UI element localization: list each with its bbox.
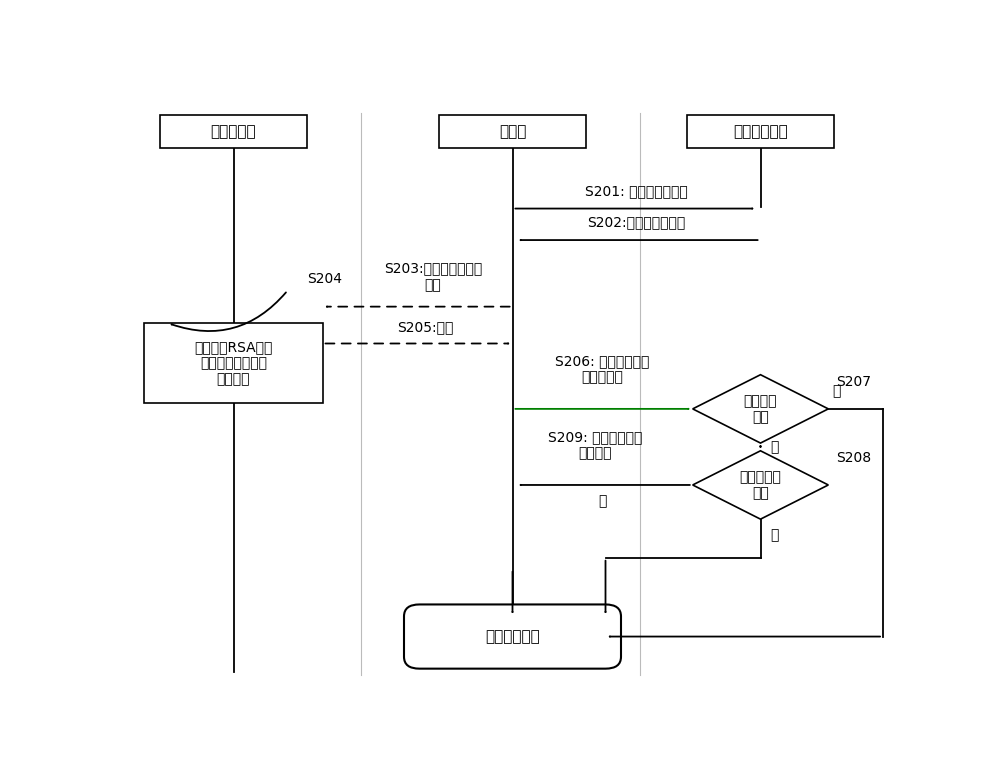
Text: 口令是否
有效: 口令是否 有效 [744,394,777,424]
Text: S205:口令: S205:口令 [397,320,454,334]
FancyBboxPatch shape [439,115,586,147]
FancyBboxPatch shape [160,115,307,147]
Text: 密码服务器: 密码服务器 [211,124,256,139]
Text: S207: S207 [836,374,871,388]
Text: S201: 获取设备特征码: S201: 获取设备特征码 [585,184,688,198]
Text: S204: S204 [307,272,342,286]
Text: 客户端: 客户端 [499,124,526,139]
Text: S202:设备返回特征码: S202:设备返回特征码 [587,215,686,229]
Text: 网络监控设备: 网络监控设备 [733,124,788,139]
Text: S203:反馈特征码至服
务器: S203:反馈特征码至服 务器 [384,262,482,292]
Text: 是: 是 [770,440,778,454]
Text: S209: 返回重置密码
成功结果: S209: 返回重置密码 成功结果 [548,430,642,460]
Text: 服务器用RSA私鑰
把特征码转为重置
密码口令: 服务器用RSA私鑰 把特征码转为重置 密码口令 [194,340,273,386]
Text: 是: 是 [598,495,607,509]
Polygon shape [693,374,828,443]
Text: S206: 口令、新密码
发送给设备: S206: 口令、新密码 发送给设备 [555,354,650,384]
Text: 重置密码结束: 重置密码结束 [485,629,540,644]
Text: 新密码是否
有效: 新密码是否 有效 [740,470,781,500]
FancyBboxPatch shape [404,604,621,669]
Text: S208: S208 [836,451,871,465]
Text: 否: 否 [832,384,841,398]
FancyBboxPatch shape [687,115,834,147]
FancyBboxPatch shape [144,323,323,403]
Text: 否: 否 [770,528,778,542]
Polygon shape [693,451,828,519]
